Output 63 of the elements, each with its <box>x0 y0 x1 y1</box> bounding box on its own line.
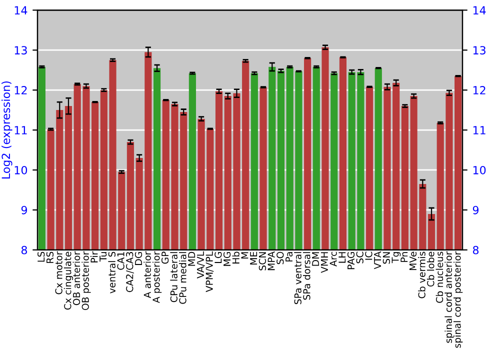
x-tick-label: M <box>241 252 248 259</box>
x-tick-label: LG <box>214 252 222 263</box>
y-tick-label: 13 <box>14 46 27 54</box>
x-tick-label: ME <box>250 252 258 264</box>
x-tick-label: VTA <box>374 251 381 270</box>
x-tick-label: SN <box>382 252 390 264</box>
x-tick-label: A anterior <box>144 251 151 298</box>
y-tick-label: 10 <box>14 166 28 174</box>
x-tick-label: spinal cord posterior <box>454 251 463 348</box>
x-tick-label: Tu <box>100 252 107 262</box>
y2-tick-label: 8 <box>472 246 479 254</box>
y-tick-label: 12 <box>14 86 27 94</box>
x-tick-label: CPu medial <box>179 252 186 304</box>
x-tick-label: OB anterior <box>72 251 80 306</box>
x-tick-label: VMH <box>320 252 328 273</box>
x-tick-label: MVe <box>410 252 417 270</box>
x-tick-label: SPa dorsal <box>302 252 310 300</box>
x-tick-label: Cb nucleus <box>436 252 444 303</box>
x-tick-label: VPM/VPL <box>206 251 214 292</box>
y-tick-label: 14 <box>14 6 28 14</box>
x-tick-label: Arc <box>330 252 337 267</box>
x-tick-label: Pn <box>400 252 408 262</box>
y2-tick-label: 10 <box>473 166 486 174</box>
x-tick-label: MD <box>188 252 196 266</box>
x-tick-label: IC <box>365 252 372 260</box>
y2-tick-label: 12 <box>473 86 486 94</box>
x-tick-label: MPA <box>268 251 275 270</box>
x-tick-label: CPu lateral <box>170 252 178 302</box>
y-tick-label: 8 <box>21 246 28 254</box>
y2-tick-label: 14 <box>473 6 486 14</box>
x-tick-label: SPa ventral <box>294 252 302 304</box>
x-tick-label: SCN <box>258 252 266 270</box>
x-tick-label: Hb <box>232 252 240 264</box>
x-tick-label: SO <box>276 252 284 264</box>
y2-tick-label: 9 <box>472 206 479 214</box>
x-tick-label: Cx motor <box>55 251 62 294</box>
x-tick-label: RS <box>46 252 54 263</box>
x-tick-label: VA/VL <box>197 251 205 278</box>
x-tick-label: PAG <box>347 252 355 270</box>
x-tick-label: CA2/CA3 <box>126 252 134 292</box>
x-tick-label: Cx cingulate <box>64 252 74 310</box>
x-tick-label: GP <box>161 252 169 264</box>
x-tick-label: Tg <box>392 252 401 264</box>
y2-tick-label: 13 <box>473 46 486 54</box>
x-tick-label: Cb lobe <box>426 252 434 287</box>
y2-tick-label: 11 <box>473 126 486 134</box>
x-tick-label: CA1 <box>117 252 124 270</box>
y-axis-title: Log2 (expression) <box>1 81 12 178</box>
x-tick-label: DM <box>312 252 320 266</box>
y-tick-label: 11 <box>14 126 27 134</box>
x-tick-label: OB posterior <box>82 251 91 310</box>
x-tick-label: DG <box>134 252 142 265</box>
x-tick-label: Cb vermis <box>418 252 426 298</box>
x-tick-label: Pir <box>90 251 98 262</box>
x-tick-label: LH <box>338 252 346 263</box>
y-tick-label: 9 <box>21 206 27 214</box>
x-tick-label: A posterior <box>152 251 162 304</box>
x-tick-label: LS <box>38 252 45 262</box>
x-tick-label: spinal cord anterior <box>444 251 454 343</box>
x-tick-label: SC <box>356 252 364 264</box>
x-tick-label: Pa <box>286 252 293 262</box>
x-tick-label: ventral S <box>108 252 116 294</box>
x-tick-label: MG <box>223 252 231 266</box>
